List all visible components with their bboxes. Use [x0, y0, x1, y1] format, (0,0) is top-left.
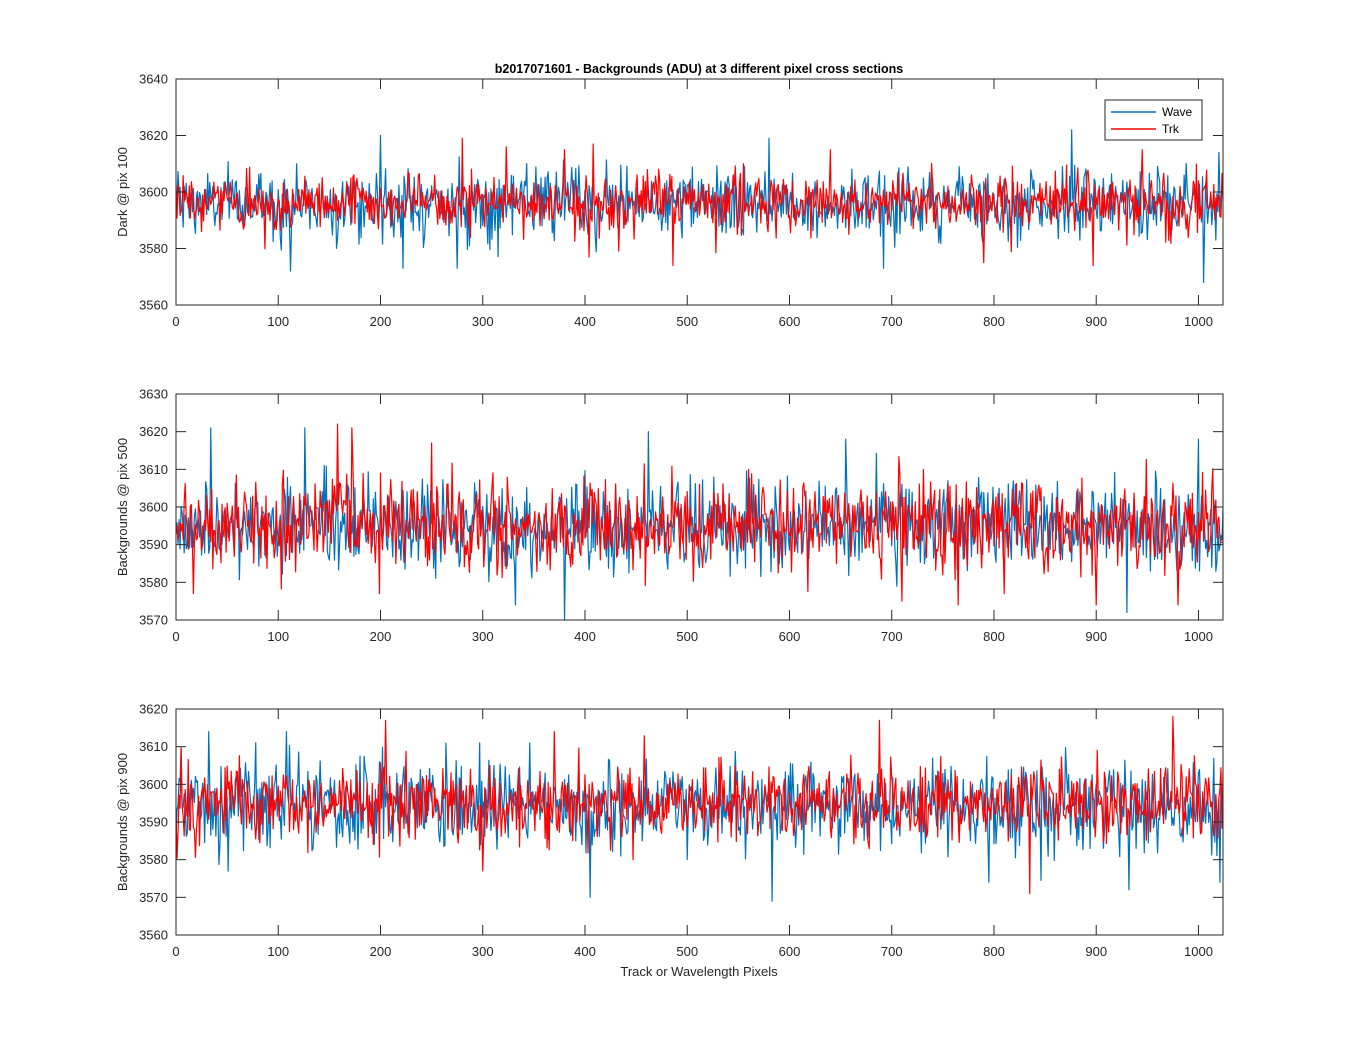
y-tick-label: 3620 — [139, 424, 168, 439]
series-group — [176, 129, 1223, 283]
x-tick-label: 700 — [881, 314, 903, 329]
y-axis-label: Backgrounds @ pix 500 — [115, 438, 130, 576]
y-tick-label: 3580 — [139, 241, 168, 256]
x-tick-label: 900 — [1085, 314, 1107, 329]
x-tick-label: 300 — [472, 629, 494, 644]
legend-label-wave: Wave — [1162, 105, 1193, 119]
y-tick-label: 3600 — [139, 777, 168, 792]
x-tick-label: 500 — [676, 629, 698, 644]
x-tick-label: 100 — [267, 944, 289, 959]
y-tick-label: 3630 — [139, 387, 168, 402]
x-tick-label: 200 — [370, 314, 392, 329]
x-tick-label: 900 — [1085, 629, 1107, 644]
series-line-trk — [176, 423, 1223, 606]
y-tick-label: 3580 — [139, 852, 168, 867]
x-tick-label: 500 — [676, 314, 698, 329]
y-tick-label: 3640 — [139, 72, 168, 87]
y-tick-label: 3600 — [139, 185, 168, 200]
x-tick-label: 1000 — [1184, 314, 1213, 329]
x-tick-label: 300 — [472, 944, 494, 959]
series-group — [176, 423, 1223, 620]
x-tick-label: 400 — [574, 629, 596, 644]
x-tick-label: 300 — [472, 314, 494, 329]
series-line-trk — [176, 715, 1223, 895]
x-tick-label: 600 — [779, 629, 801, 644]
y-tick-label: 3560 — [139, 298, 168, 313]
x-tick-label: 1000 — [1184, 944, 1213, 959]
y-tick-label: 3620 — [139, 128, 168, 143]
x-tick-label: 600 — [779, 944, 801, 959]
x-tick-label: 0 — [172, 629, 179, 644]
y-tick-label: 3560 — [139, 928, 168, 943]
x-tick-label: 1000 — [1184, 629, 1213, 644]
y-tick-label: 3610 — [139, 739, 168, 754]
x-tick-label: 100 — [267, 629, 289, 644]
x-tick-label: 500 — [676, 944, 698, 959]
x-tick-label: 700 — [881, 629, 903, 644]
x-tick-label: 0 — [172, 944, 179, 959]
x-tick-label: 400 — [574, 944, 596, 959]
y-axis-label: Dark @ pix 100 — [115, 147, 130, 237]
x-tick-label: 0 — [172, 314, 179, 329]
x-tick-label: 700 — [881, 944, 903, 959]
y-tick-label: 3590 — [139, 815, 168, 830]
series-group — [176, 715, 1223, 902]
legend-label-trk: Trk — [1162, 122, 1180, 136]
panel-1: 0 100 200 300 400 500 600 700 800 900 1000 3560 3580… — [115, 72, 1224, 329]
y-tick-label: 3610 — [139, 462, 168, 477]
panel-2: 0 100 200 300 400 500 600 700 800 900 1000 3570 3580… — [115, 387, 1224, 644]
panels: 0 100 200 300 400 500 600 700 800 900 100035603580… — [115, 72, 1224, 959]
legend-box — [1104, 99, 1203, 141]
x-tick-label: 800 — [983, 944, 1005, 959]
panel-3: 0 100 200 300 400 500 600 700 800 900 1000 3560 3570… — [115, 702, 1224, 959]
y-axis-label: Backgrounds @ pix 900 — [115, 753, 130, 891]
y-tick-label: 3590 — [139, 537, 168, 552]
legend: Wave Trk — [1104, 99, 1203, 141]
x-tick-label: 800 — [983, 629, 1005, 644]
x-tick-label: 600 — [779, 314, 801, 329]
series-line-trk — [176, 137, 1223, 267]
x-tick-label: 900 — [1085, 944, 1107, 959]
y-tick-label: 3580 — [139, 575, 168, 590]
x-tick-label: 200 — [370, 629, 392, 644]
y-tick-label: 3620 — [139, 702, 168, 717]
y-tick-label: 3600 — [139, 500, 168, 515]
x-axis-label: Track or Wavelength Pixels — [620, 964, 778, 979]
x-tick-label: 400 — [574, 314, 596, 329]
x-tick-label: 800 — [983, 314, 1005, 329]
y-tick-label: 3570 — [139, 613, 168, 628]
figure-title: b2017071601 - Backgrounds (ADU) at 3 dif… — [495, 62, 904, 76]
x-tick-label: 100 — [267, 314, 289, 329]
y-tick-label: 3570 — [139, 890, 168, 905]
x-tick-label: 200 — [370, 944, 392, 959]
